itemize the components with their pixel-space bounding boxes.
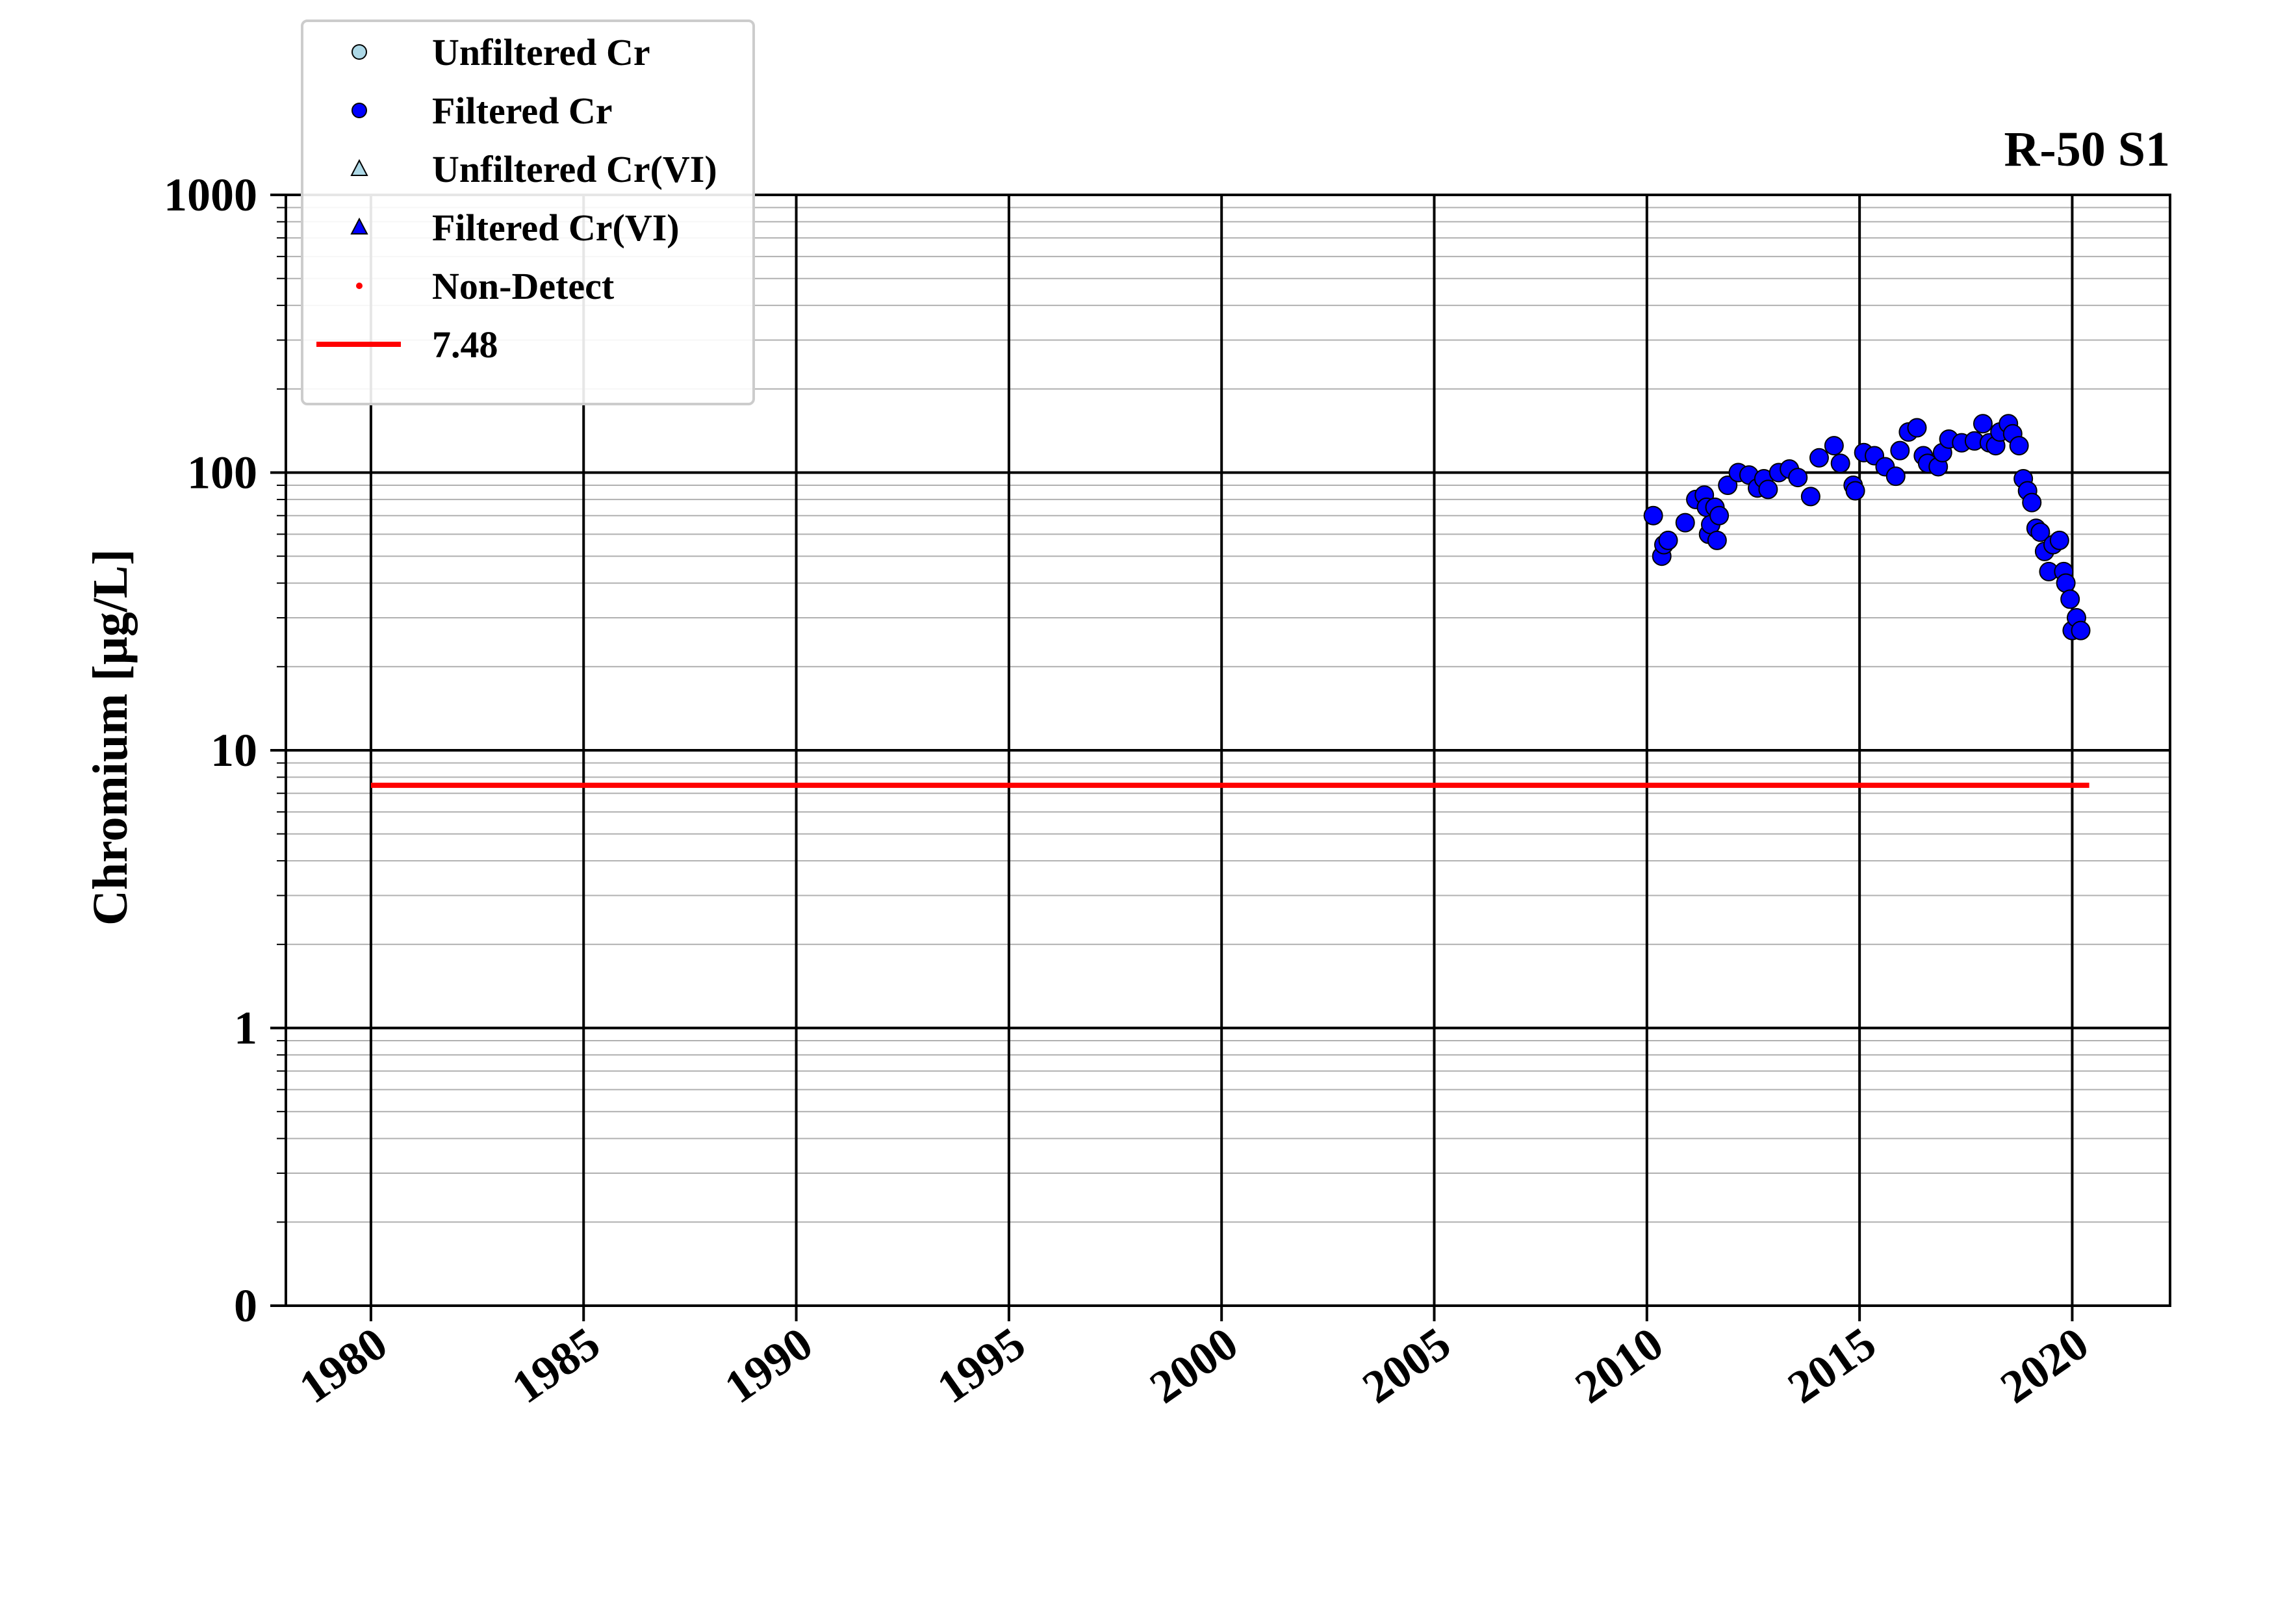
legend-marker-triangle bbox=[350, 159, 368, 176]
legend-marker-circle bbox=[351, 44, 367, 60]
data-point bbox=[1885, 466, 1906, 487]
y-tick-label: 1000 bbox=[164, 169, 257, 221]
data-point bbox=[1758, 479, 1778, 500]
legend-marker-dot bbox=[356, 283, 363, 289]
data-point bbox=[1675, 513, 1695, 533]
y-tick-label: 0 bbox=[234, 1280, 257, 1332]
minor-gridlines bbox=[286, 207, 2170, 1223]
data-point bbox=[2049, 530, 2069, 550]
y-axis-title: Chromium [μg/L] bbox=[83, 549, 138, 926]
legend-label: Non-Detect bbox=[432, 265, 615, 307]
data-point bbox=[1845, 481, 1865, 501]
data-point bbox=[1788, 468, 1808, 488]
data-points bbox=[1643, 414, 2091, 641]
data-point bbox=[1718, 476, 1738, 496]
data-point bbox=[2022, 492, 2042, 513]
legend-box bbox=[301, 19, 755, 405]
legend-label: Filtered Cr(VI) bbox=[432, 207, 680, 249]
chart-title: R-50 S1 bbox=[2004, 122, 2170, 177]
y-tick-label: 1 bbox=[234, 1002, 257, 1054]
data-point bbox=[2030, 522, 2050, 542]
data-point bbox=[1709, 505, 1730, 526]
data-point bbox=[1824, 436, 1844, 456]
data-point bbox=[2056, 573, 2076, 593]
data-point bbox=[1907, 418, 1927, 438]
legend-marker-circle bbox=[351, 103, 367, 118]
legend-marker-triangle bbox=[350, 217, 368, 235]
y-tick-label: 10 bbox=[211, 724, 257, 776]
legend-label: Unfiltered Cr(VI) bbox=[432, 148, 717, 190]
data-point bbox=[2071, 620, 2091, 641]
data-point bbox=[2060, 589, 2080, 609]
data-point bbox=[1830, 453, 1850, 474]
data-point bbox=[2009, 436, 2029, 456]
legend-label: Unfiltered Cr bbox=[432, 31, 650, 73]
legend-label: 7.48 bbox=[432, 324, 498, 366]
data-point bbox=[1707, 530, 1727, 550]
y-axis-tick-labels: 0 1 10 100 1000 bbox=[164, 169, 257, 1332]
y-tick-label: 100 bbox=[187, 447, 257, 499]
data-point bbox=[1643, 505, 1663, 526]
legend: Unfiltered Cr Filtered Cr Unfiltered Cr(VI… bbox=[301, 19, 755, 405]
data-point bbox=[1890, 440, 1910, 461]
data-point bbox=[1658, 530, 1678, 550]
data-point bbox=[1800, 487, 1820, 507]
axis-ticks bbox=[270, 194, 2074, 1321]
data-point bbox=[1809, 448, 1829, 468]
data-point bbox=[1973, 414, 1993, 434]
legend-label: Filtered Cr bbox=[432, 90, 613, 132]
